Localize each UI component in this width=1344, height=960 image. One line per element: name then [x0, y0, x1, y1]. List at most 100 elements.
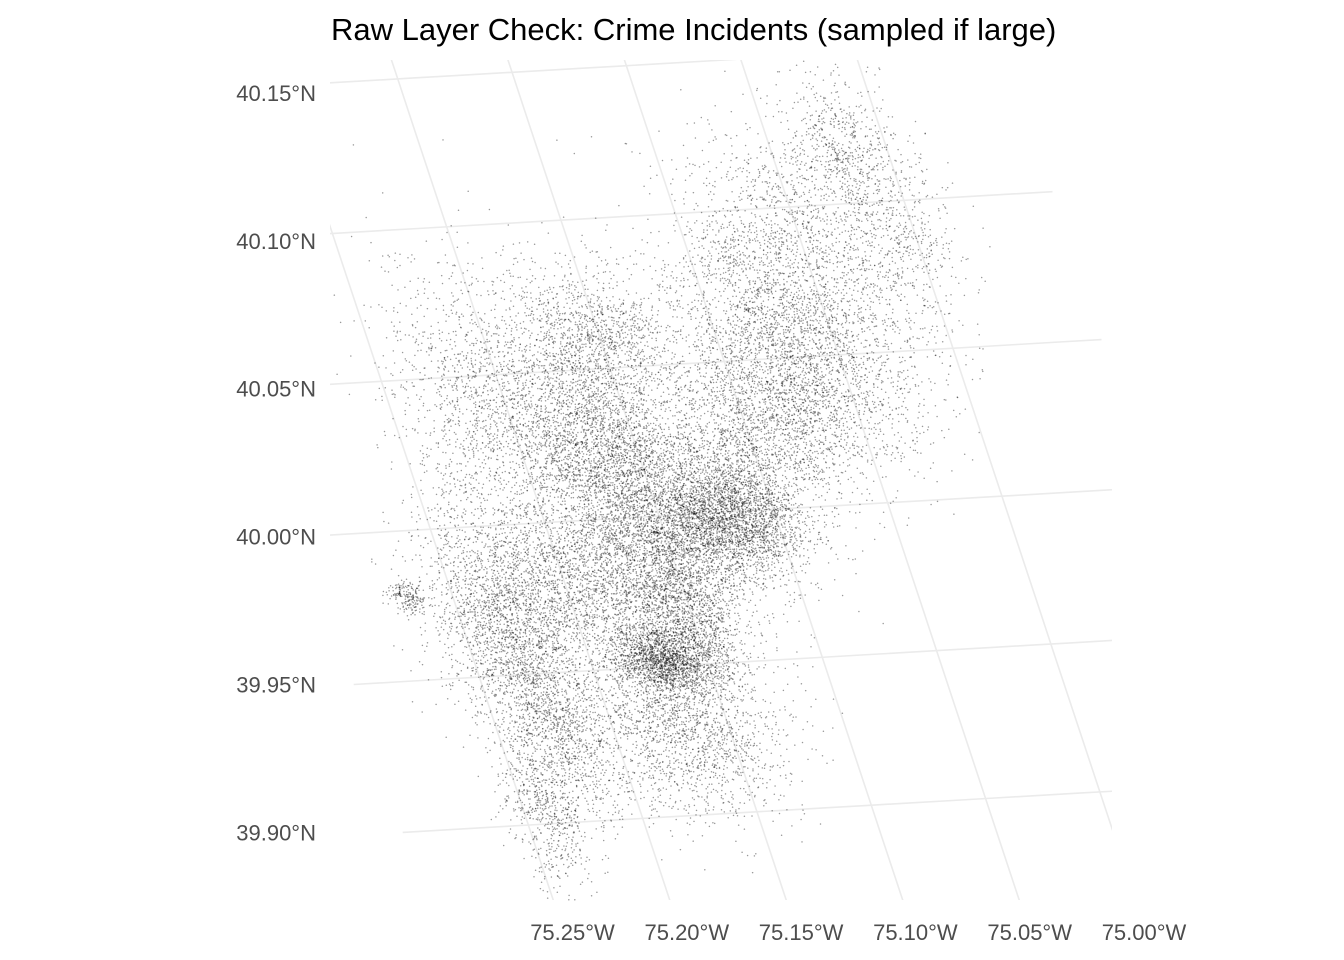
- incident-point: [687, 566, 689, 568]
- incident-point: [635, 542, 637, 544]
- incident-point: [661, 606, 664, 608]
- incident-point: [585, 514, 587, 516]
- incident-point: [653, 651, 655, 654]
- incident-point: [757, 500, 759, 502]
- incident-point: [749, 671, 751, 674]
- incident-point: [681, 538, 683, 541]
- incident-point: [687, 501, 690, 503]
- incident-point: [657, 519, 659, 522]
- incident-point: [646, 676, 648, 679]
- incident-point: [679, 660, 681, 663]
- incident-point: [687, 672, 689, 675]
- incident-point: [630, 672, 633, 675]
- incident-point: [678, 666, 680, 669]
- incident-point: [638, 513, 641, 516]
- incident-point: [699, 464, 701, 467]
- incident-point: [667, 640, 669, 642]
- incident-point: [605, 518, 607, 520]
- incident-point: [620, 628, 623, 630]
- incident-point: [685, 646, 687, 649]
- incident-point: [704, 651, 706, 654]
- incident-point: [812, 524, 814, 527]
- incident-point: [653, 607, 655, 610]
- incident-point: [618, 437, 620, 440]
- incident-point: [668, 664, 671, 666]
- incident-point: [689, 581, 691, 584]
- incident-point: [688, 558, 690, 561]
- incident-point: [693, 582, 695, 585]
- incident-point: [682, 674, 684, 677]
- incident-point: [649, 658, 651, 660]
- incident-point: [635, 521, 638, 524]
- incident-point: [589, 639, 591, 642]
- incident-point: [729, 677, 731, 679]
- incident-point: [687, 620, 690, 622]
- incident-point: [515, 609, 517, 611]
- incident-point: [649, 539, 651, 542]
- incident-point: [635, 665, 637, 668]
- incident-point: [633, 537, 635, 539]
- incident-point: [687, 643, 689, 645]
- incident-point: [701, 702, 704, 705]
- incident-point: [618, 566, 621, 569]
- incident-point: [652, 664, 654, 667]
- incident-point: [718, 562, 721, 565]
- incident-point: [696, 606, 698, 608]
- incident-point: [653, 514, 655, 516]
- incident-point: [599, 565, 602, 567]
- incident-point: [637, 648, 640, 651]
- incident-point: [686, 682, 689, 684]
- incident-point: [699, 479, 701, 481]
- incident-point: [649, 532, 652, 535]
- incident-point: [713, 514, 716, 516]
- incident-point: [654, 525, 657, 527]
- incident-point: [640, 638, 642, 641]
- incident-point: [552, 512, 555, 514]
- incident-point: [643, 649, 645, 652]
- incident-point: [672, 663, 675, 665]
- incident-point: [629, 624, 631, 627]
- incident-point: [602, 552, 604, 554]
- incident-point: [656, 668, 658, 670]
- incident-point: [647, 664, 650, 667]
- incident-point: [644, 681, 646, 684]
- incident-point: [667, 687, 670, 690]
- incident-point: [651, 526, 654, 529]
- incident-point: [542, 639, 544, 641]
- incident-point: [621, 621, 623, 624]
- incident-point: [661, 675, 664, 677]
- incident-point: [665, 549, 668, 552]
- incident-point: [613, 626, 615, 628]
- incident-point: [610, 561, 612, 564]
- incident-point: [667, 511, 670, 514]
- incident-point: [662, 639, 665, 641]
- incident-point: [635, 589, 637, 591]
- incident-point: [633, 638, 635, 641]
- incident-point: [650, 543, 653, 545]
- incident-point: [709, 521, 712, 524]
- incident-point: [620, 504, 623, 506]
- incident-point: [706, 608, 709, 611]
- incident-point: [707, 692, 710, 695]
- incident-point: [751, 542, 753, 544]
- incident-point: [661, 461, 663, 464]
- incident-point: [598, 535, 601, 537]
- incident-point: [628, 677, 631, 679]
- incident-point: [619, 572, 621, 575]
- incident-point: [544, 570, 546, 572]
- incident-point: [727, 684, 729, 686]
- incident-point: [683, 659, 685, 662]
- incident-point: [609, 524, 612, 526]
- incident-point: [654, 662, 656, 665]
- incident-point: [593, 506, 595, 509]
- incident-point: [681, 656, 683, 659]
- incident-point: [674, 511, 676, 514]
- incident-point: [614, 496, 616, 499]
- incident-point: [672, 646, 675, 649]
- incident-point: [659, 634, 661, 637]
- incident-point: [627, 603, 629, 606]
- incident-point: [636, 653, 638, 656]
- incident-point: [713, 634, 715, 636]
- incident-point: [632, 569, 635, 571]
- incident-point: [655, 461, 658, 463]
